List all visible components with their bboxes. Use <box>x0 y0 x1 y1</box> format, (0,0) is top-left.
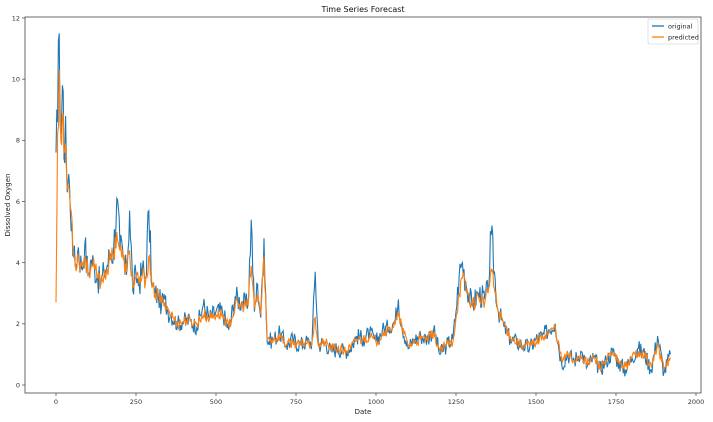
x-axis-label: Date <box>355 408 372 416</box>
plot-series <box>55 33 671 377</box>
y-tick-label: 12 <box>12 14 20 22</box>
x-tick-label: 750 <box>290 398 302 406</box>
y-tick-label: 6 <box>16 198 20 206</box>
y-axis-ticks: 0 2 4 6 8 10 12 <box>12 14 25 389</box>
x-tick-label: 0 <box>54 398 58 406</box>
legend-label-original: original <box>668 23 692 31</box>
legend-label-predicted: predicted <box>668 34 699 42</box>
x-tick-label: 2000 <box>688 398 705 406</box>
x-tick-label: 250 <box>130 398 142 406</box>
y-tick-label: 10 <box>12 75 20 83</box>
y-axis-label: Dissolved Oxygen <box>4 174 12 237</box>
y-tick-label: 4 <box>16 259 20 267</box>
x-tick-label: 1000 <box>368 398 385 406</box>
x-tick-label: 500 <box>210 398 222 406</box>
chart-title: Time Series Forecast <box>320 5 404 14</box>
x-tick-label: 1750 <box>608 398 625 406</box>
series-line-predicted <box>55 69 671 373</box>
legend: original predicted <box>647 18 699 45</box>
y-tick-label: 2 <box>16 320 20 328</box>
plot-area <box>24 16 702 394</box>
x-tick-label: 1250 <box>448 398 465 406</box>
x-tick-label: 1500 <box>528 398 545 406</box>
y-tick-label: 8 <box>16 137 20 145</box>
y-tick-label: 0 <box>16 381 20 389</box>
x-axis-ticks: 0 250 500 750 1000 1250 1500 1750 2000 <box>54 393 704 406</box>
legend-box <box>647 18 699 45</box>
